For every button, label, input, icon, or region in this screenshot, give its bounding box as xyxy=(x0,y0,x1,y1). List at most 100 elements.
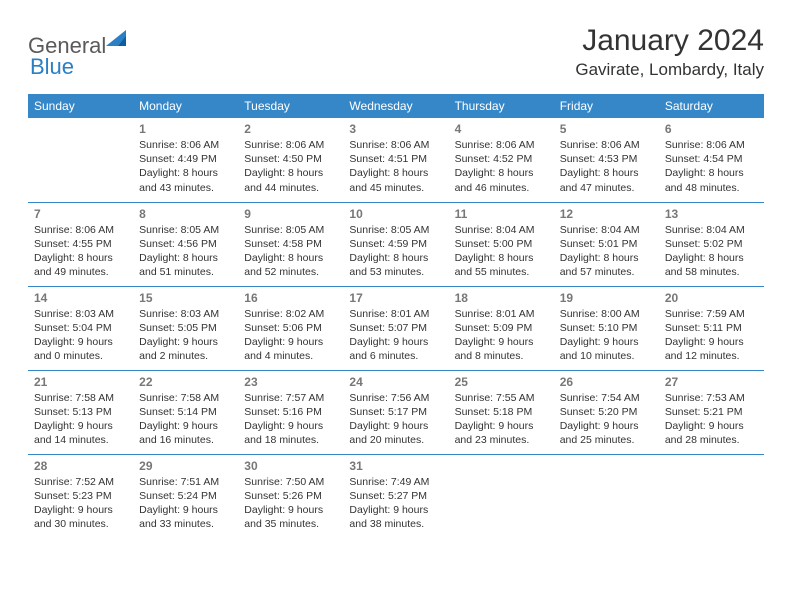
triangle-icon xyxy=(106,30,128,49)
sunrise-line: Sunrise: 7:57 AM xyxy=(244,391,337,405)
daylight-line: Daylight: 9 hours and 8 minutes. xyxy=(455,335,548,363)
daylight-line: Daylight: 9 hours and 20 minutes. xyxy=(349,419,442,447)
sunrise-line: Sunrise: 7:58 AM xyxy=(139,391,232,405)
weekday-header: Friday xyxy=(554,94,659,118)
daylight-line: Daylight: 9 hours and 25 minutes. xyxy=(560,419,653,447)
sunset-line: Sunset: 4:54 PM xyxy=(665,152,758,166)
day-number: 26 xyxy=(560,375,653,389)
sunset-line: Sunset: 5:09 PM xyxy=(455,321,548,335)
daylight-line: Daylight: 8 hours and 45 minutes. xyxy=(349,166,442,194)
sunset-line: Sunset: 4:56 PM xyxy=(139,237,232,251)
sunrise-line: Sunrise: 8:00 AM xyxy=(560,307,653,321)
day-number: 18 xyxy=(455,291,548,305)
sunset-line: Sunset: 4:55 PM xyxy=(34,237,127,251)
sunset-line: Sunset: 5:16 PM xyxy=(244,405,337,419)
sunrise-line: Sunrise: 7:59 AM xyxy=(665,307,758,321)
day-number: 28 xyxy=(34,459,127,473)
daylight-line: Daylight: 9 hours and 18 minutes. xyxy=(244,419,337,447)
weekday-header: Thursday xyxy=(449,94,554,118)
title-block: January 2024 Gavirate, Lombardy, Italy xyxy=(575,24,764,80)
month-title: January 2024 xyxy=(575,24,764,58)
calendar-day-cell: 2 Sunrise: 8:06 AMSunset: 4:50 PMDaylight… xyxy=(238,118,343,202)
sunset-line: Sunset: 5:07 PM xyxy=(349,321,442,335)
daylight-line: Daylight: 8 hours and 47 minutes. xyxy=(560,166,653,194)
calendar-week-row: 14Sunrise: 8:03 AMSunset: 5:04 PMDayligh… xyxy=(28,286,764,370)
calendar-week-row: 21Sunrise: 7:58 AMSunset: 5:13 PMDayligh… xyxy=(28,370,764,454)
daylight-line: Daylight: 8 hours and 46 minutes. xyxy=(455,166,548,194)
sunset-line: Sunset: 5:02 PM xyxy=(665,237,758,251)
sunrise-line: Sunrise: 8:06 AM xyxy=(244,138,337,152)
daylight-line: Daylight: 8 hours and 57 minutes. xyxy=(560,251,653,279)
day-number: 25 xyxy=(455,375,548,389)
day-number: 15 xyxy=(139,291,232,305)
sunrise-line: Sunrise: 7:49 AM xyxy=(349,475,442,489)
sunrise-line: Sunrise: 8:06 AM xyxy=(139,138,232,152)
sunset-line: Sunset: 4:50 PM xyxy=(244,152,337,166)
day-number: 17 xyxy=(349,291,442,305)
sunset-line: Sunset: 5:05 PM xyxy=(139,321,232,335)
daylight-line: Daylight: 8 hours and 49 minutes. xyxy=(34,251,127,279)
calendar-day-cell: 10Sunrise: 8:05 AMSunset: 4:59 PMDayligh… xyxy=(343,202,448,286)
calendar-empty-cell xyxy=(28,118,133,202)
day-number: 2 xyxy=(244,122,337,136)
sunset-line: Sunset: 5:18 PM xyxy=(455,405,548,419)
sunset-line: Sunset: 4:53 PM xyxy=(560,152,653,166)
calendar-day-cell: 21Sunrise: 7:58 AMSunset: 5:13 PMDayligh… xyxy=(28,370,133,454)
day-number: 9 xyxy=(244,207,337,221)
calendar-day-cell: 22Sunrise: 7:58 AMSunset: 5:14 PMDayligh… xyxy=(133,370,238,454)
sunset-line: Sunset: 5:11 PM xyxy=(665,321,758,335)
sunrise-line: Sunrise: 8:02 AM xyxy=(244,307,337,321)
sunset-line: Sunset: 4:59 PM xyxy=(349,237,442,251)
day-number: 23 xyxy=(244,375,337,389)
sunrise-line: Sunrise: 8:01 AM xyxy=(455,307,548,321)
calendar-day-cell: 7Sunrise: 8:06 AMSunset: 4:55 PMDaylight… xyxy=(28,202,133,286)
calendar-day-cell: 1Sunrise: 8:06 AMSunset: 4:49 PMDaylight… xyxy=(133,118,238,202)
calendar-day-cell: 11Sunrise: 8:04 AMSunset: 5:00 PMDayligh… xyxy=(449,202,554,286)
day-number: 31 xyxy=(349,459,442,473)
logo: General xyxy=(28,30,130,57)
day-number: 12 xyxy=(560,207,653,221)
daylight-line: Daylight: 9 hours and 38 minutes. xyxy=(349,503,442,531)
day-number: 5 xyxy=(560,122,653,136)
calendar-day-cell: 25Sunrise: 7:55 AMSunset: 5:18 PMDayligh… xyxy=(449,370,554,454)
logo-text-2: Blue xyxy=(30,56,74,78)
sunrise-line: Sunrise: 8:06 AM xyxy=(349,138,442,152)
sunrise-line: Sunrise: 8:04 AM xyxy=(455,223,548,237)
sunrise-line: Sunrise: 8:06 AM xyxy=(455,138,548,152)
sunset-line: Sunset: 5:00 PM xyxy=(455,237,548,251)
day-number: 1 xyxy=(139,122,232,136)
sunset-line: Sunset: 4:51 PM xyxy=(349,152,442,166)
daylight-line: Daylight: 9 hours and 12 minutes. xyxy=(665,335,758,363)
calendar-day-cell: 26Sunrise: 7:54 AMSunset: 5:20 PMDayligh… xyxy=(554,370,659,454)
daylight-line: Daylight: 9 hours and 35 minutes. xyxy=(244,503,337,531)
day-number: 10 xyxy=(349,207,442,221)
calendar-day-cell: 23 Sunrise: 7:57 AMSunset: 5:16 PMDayligh… xyxy=(238,370,343,454)
calendar-day-cell: 5 Sunrise: 8:06 AMSunset: 4:53 PMDaylight… xyxy=(554,118,659,202)
calendar-empty-cell xyxy=(554,454,659,538)
day-number: 27 xyxy=(665,375,758,389)
calendar-day-cell: 8Sunrise: 8:05 AMSunset: 4:56 PMDaylight… xyxy=(133,202,238,286)
day-number: 8 xyxy=(139,207,232,221)
day-number: 4 xyxy=(455,122,548,136)
calendar-day-cell: 27Sunrise: 7:53 AMSunset: 5:21 PMDayligh… xyxy=(659,370,764,454)
calendar-week-row: 7Sunrise: 8:06 AMSunset: 4:55 PMDaylight… xyxy=(28,202,764,286)
daylight-line: Daylight: 8 hours and 52 minutes. xyxy=(244,251,337,279)
sunset-line: Sunset: 5:21 PM xyxy=(665,405,758,419)
calendar-day-cell: 15Sunrise: 8:03 AMSunset: 5:05 PMDayligh… xyxy=(133,286,238,370)
calendar-day-cell: 16Sunrise: 8:02 AMSunset: 5:06 PMDayligh… xyxy=(238,286,343,370)
sunrise-line: Sunrise: 8:04 AM xyxy=(665,223,758,237)
weekday-header: Saturday xyxy=(659,94,764,118)
daylight-line: Daylight: 8 hours and 44 minutes. xyxy=(244,166,337,194)
day-number: 29 xyxy=(139,459,232,473)
day-number: 14 xyxy=(34,291,127,305)
calendar-week-row: 1Sunrise: 8:06 AMSunset: 4:49 PMDaylight… xyxy=(28,118,764,202)
calendar-week-row: 28Sunrise: 7:52 AMSunset: 5:23 PMDayligh… xyxy=(28,454,764,538)
daylight-line: Daylight: 8 hours and 55 minutes. xyxy=(455,251,548,279)
calendar-day-cell: 14Sunrise: 8:03 AMSunset: 5:04 PMDayligh… xyxy=(28,286,133,370)
sunset-line: Sunset: 5:04 PM xyxy=(34,321,127,335)
sunrise-line: Sunrise: 8:05 AM xyxy=(244,223,337,237)
daylight-line: Daylight: 9 hours and 23 minutes. xyxy=(455,419,548,447)
sunset-line: Sunset: 5:14 PM xyxy=(139,405,232,419)
sunrise-line: Sunrise: 8:06 AM xyxy=(560,138,653,152)
sunset-line: Sunset: 5:26 PM xyxy=(244,489,337,503)
